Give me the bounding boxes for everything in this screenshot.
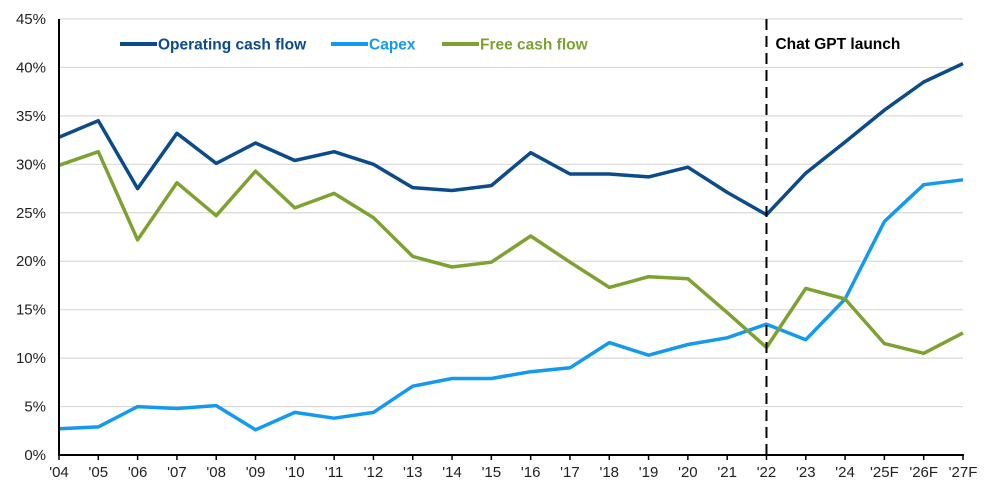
- x-tick-label: '14: [442, 464, 462, 481]
- series-line-free-cash-flow: [58, 149, 964, 356]
- x-tick-label: '07: [167, 464, 187, 481]
- x-tick-label: '22: [757, 464, 777, 481]
- y-tick-label: 35%: [16, 108, 46, 125]
- x-tick-label: '08: [206, 464, 226, 481]
- x-tick-label: '15: [482, 464, 502, 481]
- x-tick-label: '12: [364, 464, 384, 481]
- gridlines: [59, 18, 963, 408]
- annotation-group: Chat GPT launch: [765, 19, 900, 455]
- series-lines: [58, 62, 964, 432]
- x-tick-label: '25F: [870, 464, 899, 481]
- y-axis-ticks: 0% 5% 10% 15% 20% 25% 30% 35% 40% 45%: [16, 11, 46, 464]
- legend-item: Operating cash flow: [120, 37, 307, 54]
- y-tick-label: 30%: [16, 156, 46, 173]
- x-tick-label: '18: [599, 464, 619, 481]
- x-tick-label: '06: [128, 464, 148, 481]
- y-tick-label: 20%: [16, 253, 46, 270]
- x-tick-label: '26F: [909, 464, 938, 481]
- x-tick-label: '09: [246, 464, 266, 481]
- x-tick-label: '04: [49, 464, 69, 481]
- x-tick-label: '21: [717, 464, 737, 481]
- legend-label: Operating cash flow: [158, 37, 307, 54]
- x-tick-label: '19: [639, 464, 659, 481]
- x-axis-ticks: '04 '05 '06 '07 '08 '09 '10 '11 '12 '13 '14 '15 '16 '…: [49, 455, 977, 481]
- y-tick-label: 40%: [16, 59, 46, 76]
- x-tick-label: '20: [678, 464, 698, 481]
- x-tick-label: '24: [835, 464, 855, 481]
- x-tick-label: '11: [325, 464, 343, 481]
- series-line-operating-cash-flow: [58, 62, 964, 217]
- y-tick-label: 0%: [24, 447, 46, 464]
- x-tick-label: '16: [521, 464, 541, 481]
- y-tick-label: 45%: [16, 11, 46, 28]
- legend-item: Free cash flow: [442, 37, 589, 54]
- x-tick-label: '13: [403, 464, 423, 481]
- legend: Operating cash flow Capex Free cash flow: [120, 37, 589, 54]
- legend-item: Capex: [331, 37, 416, 54]
- y-tick-label: 25%: [16, 205, 46, 222]
- legend-label: Free cash flow: [480, 37, 589, 54]
- y-tick-label: 10%: [16, 350, 46, 367]
- x-tick-label: '23: [796, 464, 816, 481]
- x-tick-label: '27F: [949, 464, 978, 481]
- series-line-capex: [58, 178, 964, 432]
- y-tick-label: 15%: [16, 302, 46, 319]
- x-tick-label: '05: [89, 464, 109, 481]
- y-tick-label: 5%: [24, 399, 46, 416]
- x-tick-label: '17: [560, 464, 580, 481]
- legend-label: Capex: [369, 37, 416, 54]
- x-tick-label: '10: [285, 464, 305, 481]
- chatgpt-launch-label: Chat GPT launch: [775, 36, 900, 53]
